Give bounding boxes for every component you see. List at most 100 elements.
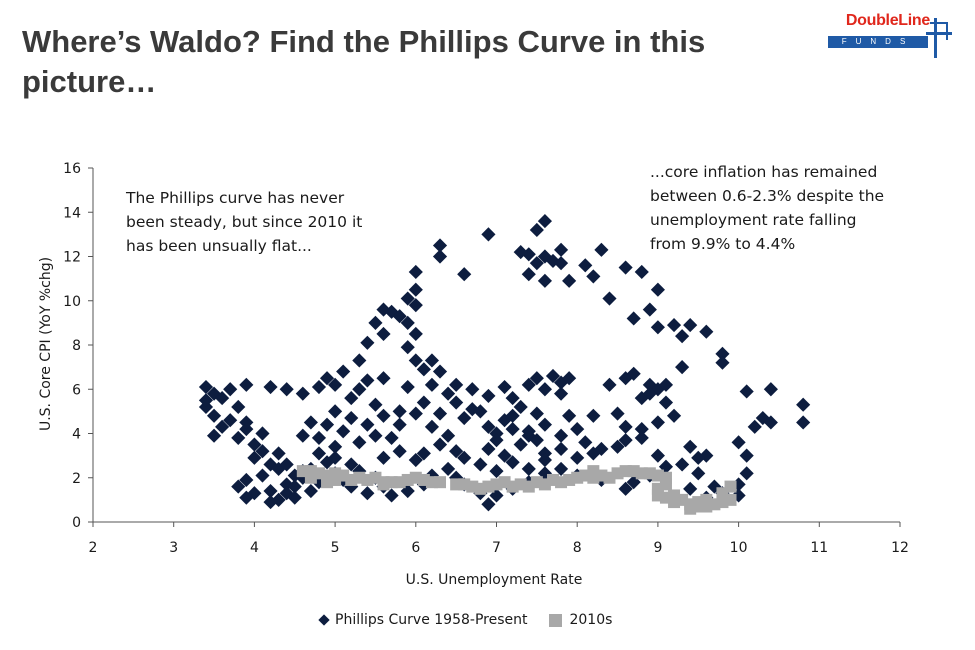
legend-label-2010s: 2010s	[569, 612, 613, 628]
data-point-2010s	[603, 471, 616, 484]
annotation-left: The Phillips curve has never been steady…	[126, 189, 363, 255]
data-point-phillips	[352, 353, 367, 368]
data-point-phillips	[675, 457, 690, 472]
data-point-phillips	[424, 419, 440, 434]
legend-diamond-marker	[318, 614, 330, 626]
y-tick-label: 14	[63, 205, 81, 221]
x-axis-label: U.S. Unemployment Rate	[406, 572, 583, 588]
data-point-phillips	[763, 382, 778, 397]
data-point-phillips	[344, 457, 359, 472]
series-phillips-curve	[198, 214, 811, 512]
data-point-phillips	[311, 379, 327, 395]
x-tick-label: 9	[653, 540, 662, 556]
data-point-phillips	[457, 267, 472, 282]
data-point-phillips	[691, 450, 706, 465]
y-tick-label: 0	[72, 515, 81, 531]
data-point-2010s	[321, 476, 334, 489]
data-point-phillips	[239, 490, 254, 505]
data-point-phillips	[796, 415, 811, 430]
data-point-phillips	[505, 422, 520, 437]
data-point-phillips	[473, 404, 488, 419]
data-point-phillips	[206, 428, 222, 443]
data-point-phillips	[255, 444, 270, 459]
data-point-phillips	[223, 382, 238, 397]
data-point-phillips	[642, 302, 657, 317]
data-point-phillips	[279, 457, 294, 472]
data-point-phillips	[618, 419, 633, 434]
data-point-phillips	[295, 386, 310, 401]
data-point-phillips	[650, 448, 665, 463]
data-point-phillips	[505, 391, 520, 406]
data-point-phillips	[287, 490, 302, 505]
legend-item-2010s: 2010s	[535, 612, 612, 628]
y-tick-label: 8	[72, 338, 81, 354]
data-point-phillips	[408, 326, 423, 342]
data-point-phillips	[376, 408, 391, 423]
data-point-phillips	[392, 444, 407, 459]
series-2010s	[296, 465, 737, 515]
data-point-phillips	[489, 433, 504, 448]
data-point-phillips	[368, 397, 383, 412]
x-tick-label: 6	[411, 540, 420, 556]
data-point-phillips	[328, 377, 343, 392]
data-point-2010s	[700, 500, 713, 513]
data-point-phillips	[683, 318, 698, 333]
data-point-phillips	[424, 353, 440, 368]
data-point-phillips	[424, 377, 440, 392]
data-point-phillips	[553, 441, 569, 457]
data-point-phillips	[578, 258, 593, 273]
x-tick-label: 3	[169, 540, 178, 556]
data-point-phillips	[481, 497, 496, 512]
data-point-phillips	[360, 335, 375, 350]
data-point-phillips	[650, 415, 665, 430]
data-point-phillips	[392, 404, 407, 419]
data-point-phillips	[497, 379, 512, 395]
data-point-phillips	[570, 450, 585, 465]
data-point-phillips	[352, 382, 367, 397]
data-point-phillips	[432, 364, 448, 379]
data-point-phillips	[481, 441, 496, 457]
x-tick-label: 12	[891, 540, 909, 556]
data-point-phillips	[400, 291, 415, 306]
logo-cross-box	[930, 22, 948, 40]
y-tick-label: 2	[72, 471, 81, 487]
chart-legend: Phillips Curve 1958-Present 2010s	[318, 609, 612, 631]
data-point-phillips	[529, 256, 544, 271]
data-point-phillips	[666, 318, 682, 333]
data-point-phillips	[481, 227, 496, 242]
data-point-phillips	[239, 472, 254, 488]
data-point-phillips	[747, 419, 762, 434]
data-point-phillips	[505, 455, 520, 470]
data-point-phillips	[683, 481, 698, 496]
data-point-phillips	[683, 439, 698, 454]
data-point-phillips	[247, 450, 262, 465]
data-point-phillips	[513, 399, 528, 415]
data-point-phillips	[432, 406, 448, 421]
data-point-phillips	[473, 457, 488, 472]
data-point-phillips	[521, 461, 536, 476]
data-point-phillips	[481, 419, 496, 434]
data-point-phillips	[529, 433, 544, 448]
data-point-phillips	[481, 388, 496, 403]
data-point-phillips	[545, 368, 561, 384]
data-point-phillips	[344, 391, 359, 406]
data-point-2010s	[434, 476, 447, 489]
data-point-phillips	[618, 481, 633, 496]
data-point-phillips	[311, 430, 327, 445]
data-point-phillips	[537, 214, 552, 229]
data-point-phillips	[368, 428, 383, 443]
data-point-phillips	[610, 406, 625, 421]
data-point-phillips	[255, 468, 270, 483]
data-point-phillips	[537, 382, 552, 397]
data-point-phillips	[441, 386, 456, 401]
data-point-phillips	[618, 260, 633, 275]
data-point-phillips	[311, 446, 327, 461]
logo-brand: DoubleLine	[845, 12, 930, 29]
data-point-2010s	[450, 478, 463, 491]
data-point-phillips	[198, 379, 214, 395]
data-point-phillips	[328, 439, 343, 454]
data-point-phillips	[263, 495, 278, 510]
data-point-phillips	[376, 371, 391, 386]
